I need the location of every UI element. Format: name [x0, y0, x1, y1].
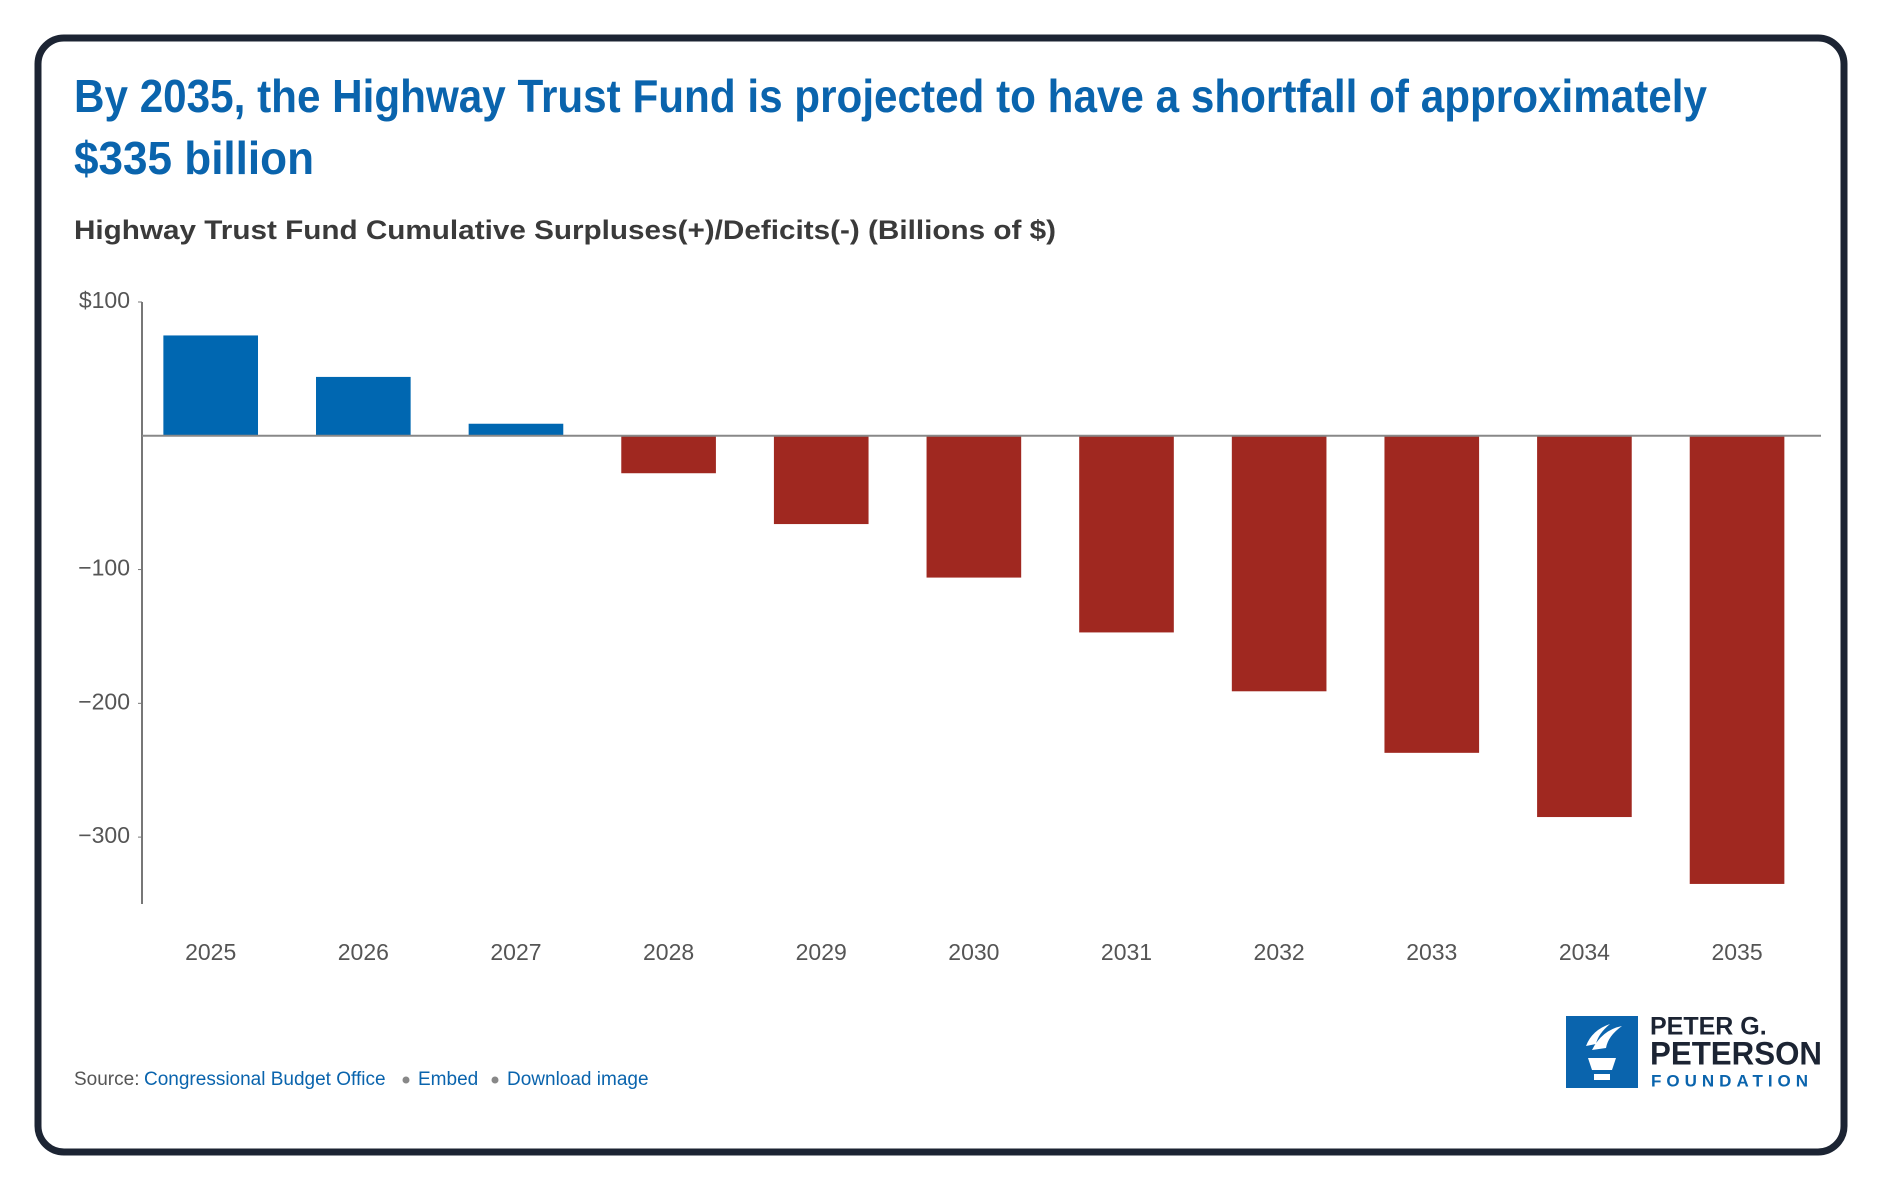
x-tick-label: 2031 — [1101, 939, 1152, 965]
x-tick-label: 2033 — [1406, 939, 1457, 965]
y-tick-label: −300 — [78, 822, 130, 848]
bar — [621, 435, 716, 474]
chart-title: By 2035, the Highway Trust Fund is proje… — [74, 70, 1707, 184]
bar — [773, 435, 869, 525]
bar — [468, 423, 564, 436]
download-link[interactable]: Download image — [507, 1069, 649, 1090]
separator — [402, 1076, 410, 1084]
logo: PETER G. PETERSON FOUNDATION — [1566, 1013, 1822, 1090]
bar — [1689, 435, 1785, 884]
source-link[interactable]: Congressional Budget Office — [144, 1069, 386, 1090]
source-label: Source: — [74, 1069, 139, 1090]
frame — [34, 34, 1848, 1156]
bar — [1079, 435, 1174, 633]
x-tick-label: 2030 — [948, 939, 999, 965]
embed-link[interactable]: Embed — [418, 1069, 478, 1090]
x-tick-label: 2029 — [796, 939, 847, 965]
y-tick-label: $100 — [79, 287, 130, 313]
x-tick-label: 2034 — [1559, 939, 1610, 965]
logo-text: PETER G. — [1650, 1013, 1767, 1041]
x-tick-label: 2025 — [185, 939, 236, 965]
logo-torch — [1586, 1024, 1622, 1080]
bar — [1384, 435, 1480, 753]
x-tick-label: 2032 — [1254, 939, 1305, 965]
bar — [163, 335, 259, 436]
bar — [926, 435, 1022, 578]
y-tick-label: −200 — [78, 688, 130, 714]
logo-text: FOUNDATION — [1651, 1071, 1813, 1090]
logo-text: PETERSON — [1650, 1035, 1822, 1071]
bar — [316, 376, 411, 436]
bar — [1537, 435, 1632, 818]
bar — [1231, 435, 1327, 692]
separator — [491, 1076, 499, 1084]
x-tick-label: 2035 — [1711, 939, 1762, 965]
x-tick-label: 2028 — [643, 939, 694, 965]
x-tick-label: 2027 — [490, 939, 541, 965]
chart-subtitle: Highway Trust Fund Cumulative Surpluses(… — [74, 215, 1056, 245]
x-tick-label: 2026 — [338, 939, 389, 965]
y-tick-label: −100 — [78, 555, 130, 581]
